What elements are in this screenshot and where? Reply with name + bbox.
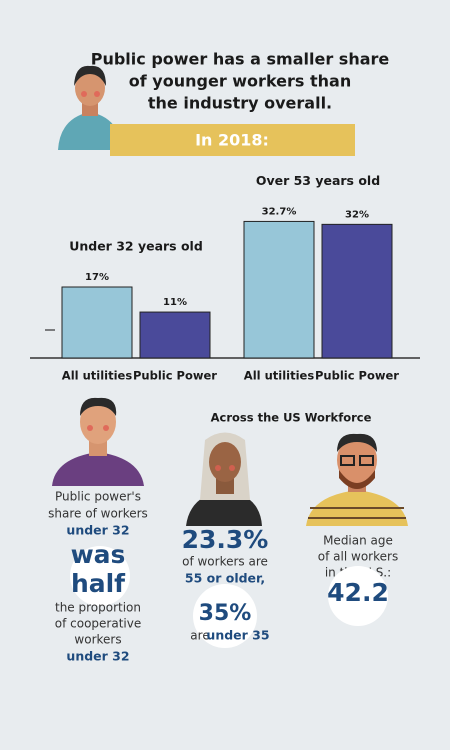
left-text: under 32	[66, 649, 129, 664]
value-label: 17%	[85, 272, 109, 283]
right-text: of all workers	[318, 550, 398, 564]
left-text: share of workers	[48, 507, 148, 521]
left-text: was	[71, 540, 126, 569]
left-text: of cooperative	[55, 617, 141, 631]
left-text: under 32	[66, 523, 129, 538]
middle-text: of workers are	[182, 555, 268, 569]
middle-text: are	[190, 629, 209, 643]
middle-stat: 35%	[199, 601, 252, 626]
right-stat: 42.2	[327, 578, 389, 607]
value-label: 32%	[345, 209, 369, 220]
man-illustration	[306, 433, 408, 526]
highlight-circle	[193, 584, 257, 648]
headline: Public power has a smaller share	[91, 50, 390, 69]
group-label: Over 53 years old	[256, 173, 380, 188]
highlight-circle	[328, 566, 388, 626]
x-tick-label: All utilities	[62, 369, 133, 383]
workforce-title: Across the US Workforce	[211, 411, 372, 425]
man-illustration	[52, 397, 144, 486]
bar	[243, 220, 315, 359]
woman-illustration	[58, 65, 122, 150]
headline: the industry overall.	[148, 94, 332, 113]
left-text: Public power's	[55, 490, 141, 504]
bar	[321, 223, 393, 359]
bar-chart: 17% All utilities 11% Public Power Under 32 …	[61, 173, 399, 383]
banner	[110, 124, 355, 156]
left-text: the proportion	[55, 601, 141, 615]
woman-illustration	[186, 432, 262, 526]
headline: of younger workers than	[129, 72, 351, 91]
group-label: Under 32 years old	[69, 239, 203, 254]
middle-stat: 23.3%	[182, 525, 269, 554]
bar	[61, 286, 133, 359]
left-text: workers	[74, 633, 121, 647]
middle-text: under 35	[206, 628, 269, 643]
left-text: half	[71, 569, 126, 598]
middle-text: 55 or older,	[185, 571, 265, 586]
right-text: Median age	[323, 534, 393, 548]
x-tick-label: Public Power	[133, 369, 217, 383]
highlight-circle	[70, 546, 130, 606]
x-tick-label: All utilities	[244, 369, 315, 383]
value-label: 32.7%	[262, 206, 297, 217]
value-label: 11%	[163, 297, 187, 308]
x-tick-label: Public Power	[315, 369, 399, 383]
banner-text: In 2018:	[195, 131, 269, 150]
bar	[139, 311, 211, 359]
